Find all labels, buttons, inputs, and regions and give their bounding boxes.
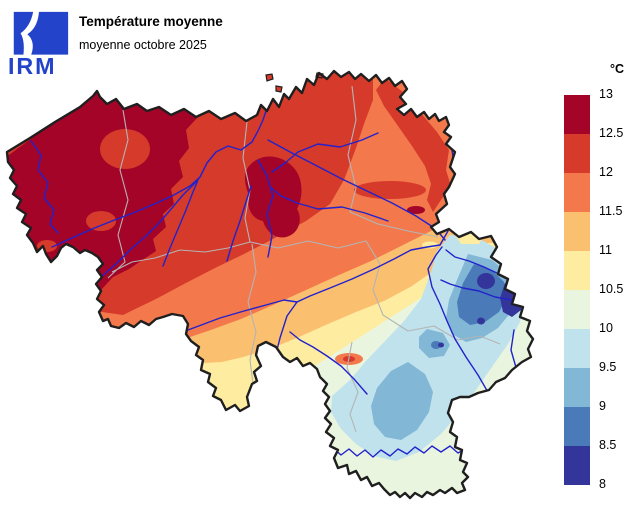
legend-cell-11.5-11 (564, 212, 590, 251)
legend-tick-8.5: 8.5 (599, 438, 617, 452)
province-border-1 (107, 109, 129, 279)
river-dender (162, 179, 199, 267)
logo-text: IRM (8, 53, 57, 76)
legend-cell-8.5-8 (564, 446, 590, 485)
river-lesse (289, 331, 368, 395)
river-demer (269, 186, 389, 222)
legend-tick-10.5: 10.5 (599, 282, 624, 296)
temperature-legend: °C 13 12.5 12 11.5 11 10.5 10 9.5 9 8.5 8 (564, 60, 640, 500)
legend-tick-9.5: 9.5 (599, 360, 617, 374)
logo-left-shape (13, 11, 34, 55)
river-dijle (257, 159, 274, 258)
river-scheldt (100, 110, 267, 278)
legend-tick-12: 12 (599, 165, 613, 179)
legend-cell-10.5-10 (564, 290, 590, 329)
band-8-8p5-a (477, 273, 495, 289)
legend-tick-11: 11 (599, 243, 612, 257)
province-border-5 (347, 85, 357, 213)
legend-colorbar (564, 95, 590, 485)
river-vesdre (445, 249, 500, 275)
legend-tick-12.5: 12.5 (599, 126, 624, 140)
province-border-8 (247, 243, 257, 385)
border-islet-1 (265, 73, 274, 82)
river-nete (297, 132, 379, 153)
header: IRM Température moyenne moyenne octobre … (0, 0, 400, 80)
legend-tick-13: 13 (599, 87, 613, 101)
province-border-10 (346, 341, 359, 433)
patch-red-ne-streak (354, 181, 426, 199)
country-outline (5, 69, 535, 500)
river-sambre (171, 299, 298, 337)
river-ambleve (440, 279, 513, 301)
province-border-7 (365, 240, 384, 316)
legend-unit-label: °C (610, 62, 625, 76)
legend-cell-10-9.5 (564, 329, 590, 368)
map-subtitle: moyenne octobre 2025 (79, 38, 207, 52)
legend-cell-9.5-9 (564, 368, 590, 407)
legend-cell-12-11.5 (564, 173, 590, 212)
province-border-9 (382, 314, 501, 345)
border-islet-2 (275, 85, 283, 93)
patch-red-ne-strip (376, 78, 451, 212)
irm-logo: IRM (8, 11, 69, 76)
river-sure (469, 418, 509, 429)
river-nete-branch (271, 151, 299, 173)
band-9-9p5-south (371, 362, 433, 440)
river-albert-canal (267, 139, 446, 241)
province-border-3 (111, 241, 251, 273)
legend-cell-12.5-12 (564, 134, 590, 173)
province-border-6 (349, 211, 439, 238)
river-yser (30, 140, 59, 234)
band-8-8p5-d (438, 342, 444, 348)
legend-tick-8: 8 (599, 477, 606, 491)
river-zenne (226, 185, 252, 262)
map-title: Température moyenne (79, 14, 223, 29)
legend-tick-10: 10 (599, 321, 613, 335)
patch-dark-liege (407, 206, 425, 214)
legend-tick-11.5: 11.5 (599, 204, 623, 218)
legend-cell-11-10.5 (564, 251, 590, 290)
river-ourthe (427, 246, 490, 395)
legend-cell-13-12.5 (564, 95, 590, 134)
province-border-4 (249, 240, 367, 249)
temperature-fill-layers (7, 71, 533, 498)
legend-cell-9-8.5 (564, 407, 590, 446)
band-8-8p5-c (477, 317, 485, 325)
river-lys (51, 176, 201, 248)
patch-red-island-2 (86, 211, 116, 231)
legend-tick-9: 9 (599, 399, 606, 413)
patch-red-island-1 (100, 129, 150, 169)
band-8p5-9-dot (431, 341, 441, 349)
logo-right-shape (27, 11, 69, 55)
